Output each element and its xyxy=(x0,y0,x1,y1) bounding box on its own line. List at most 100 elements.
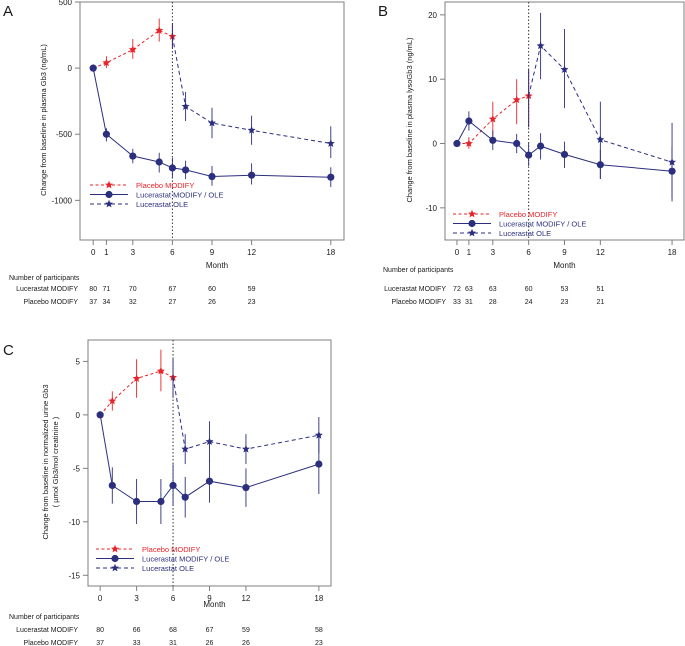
panel-c: C 5 0 -5 -10 -15 0 3 6 9 12 18 Month Change from base… xyxy=(3,339,332,646)
data-point xyxy=(205,477,214,485)
participants-header: Number of participants xyxy=(9,275,80,282)
y-tick-label: 20 xyxy=(428,11,437,20)
y-axis-label: Change from baseline in plasma lysoGb3 (… xyxy=(405,37,414,203)
data-point xyxy=(488,114,497,123)
series-placebo xyxy=(89,18,177,72)
participants-count: 24 xyxy=(525,299,533,306)
legend-label: Lucerastat MODIFY / OLE xyxy=(142,555,229,564)
data-point xyxy=(668,157,677,166)
data-point xyxy=(168,164,176,172)
participants-header: Number of participants xyxy=(383,267,454,274)
legend-marker xyxy=(468,228,476,237)
x-tick-label: 9 xyxy=(562,248,567,257)
data-point xyxy=(241,444,250,453)
participants-row-label: Placebo MODIFY xyxy=(24,640,79,646)
participants-count: 34 xyxy=(103,299,111,306)
legend-marker xyxy=(105,190,113,199)
x-tick-label: 12 xyxy=(241,594,250,603)
participants-count: 33 xyxy=(133,640,141,646)
data-point xyxy=(157,497,165,506)
data-point xyxy=(453,139,461,148)
x-tick-label: 6 xyxy=(171,594,176,603)
participants-count: 70 xyxy=(129,286,137,293)
y-axis-label-units: ( µmol Gb3/mol creatinine ) xyxy=(51,416,60,507)
participants-row-label: Lucerastat MODIFY xyxy=(384,286,446,293)
data-point xyxy=(248,171,256,179)
participants-count: 33 xyxy=(453,299,461,306)
series-luc xyxy=(89,64,335,188)
data-point xyxy=(525,151,533,159)
participants-count: 31 xyxy=(465,299,473,306)
y-tick-label: -5 xyxy=(73,464,81,473)
participants-count: 28 xyxy=(489,299,497,306)
participants-count: 63 xyxy=(465,286,473,293)
data-point xyxy=(327,173,335,181)
x-tick-label: 12 xyxy=(247,248,256,257)
data-point xyxy=(89,64,97,72)
y-axis-label: Change from baseline in plasma Gb3 (ng/m… xyxy=(39,44,48,196)
data-point xyxy=(512,95,521,104)
participants-count: 72 xyxy=(453,286,461,293)
data-point xyxy=(96,411,104,419)
x-tick-label: 6 xyxy=(170,248,175,257)
participants-count: 37 xyxy=(89,299,97,306)
data-point xyxy=(464,139,473,147)
y-tick-label: -1000 xyxy=(52,196,73,205)
data-point xyxy=(108,481,116,490)
y-tick-label: -500 xyxy=(56,130,73,139)
data-point xyxy=(315,460,323,468)
participants-count: 32 xyxy=(129,299,137,306)
legend-label: Placebo MODIFY xyxy=(142,545,200,554)
data-point xyxy=(247,126,256,134)
participants-count: 67 xyxy=(169,286,177,293)
participants-count: 67 xyxy=(206,627,214,634)
participants-table: Number of participants Lucerastat MODIFY 8… xyxy=(9,614,323,646)
participants-count: 58 xyxy=(315,627,323,634)
legend-marker xyxy=(468,219,476,228)
data-point xyxy=(181,493,189,501)
y-tick-label: 0 xyxy=(68,64,73,73)
data-point xyxy=(326,139,335,147)
data-point xyxy=(465,117,473,125)
data-point xyxy=(560,65,569,73)
series-ole xyxy=(528,12,677,202)
y-axis-label: Change from baseline in normalized urine… xyxy=(41,384,50,539)
x-tick-label: 0 xyxy=(455,248,460,257)
participants-count: 71 xyxy=(103,286,111,293)
participants-count: 68 xyxy=(169,627,177,634)
y-tick-label: -10 xyxy=(68,518,80,527)
data-point xyxy=(155,26,164,34)
y-tick-label: 0 xyxy=(433,140,438,149)
x-tick-label: 3 xyxy=(131,248,136,257)
y-tick-label: 500 xyxy=(59,0,73,7)
data-point xyxy=(169,481,177,490)
x-axis-label: Month xyxy=(553,261,575,270)
series-placebo xyxy=(96,349,178,419)
data-point xyxy=(129,152,137,160)
legend-label: Placebo MODIFY xyxy=(499,210,557,219)
participants-count: 60 xyxy=(525,286,533,293)
participants-row-label: Placebo MODIFY xyxy=(392,299,447,306)
y-tick-label: 10 xyxy=(428,75,437,84)
x-tick-label: 1 xyxy=(467,248,472,257)
data-point xyxy=(537,142,545,150)
participants-row-label: Lucerastat MODIFY xyxy=(16,627,78,634)
legend-label: Lucerastat OLE xyxy=(142,564,194,573)
participants-count: 63 xyxy=(489,286,497,293)
participants-table: Number of participants Lucerastat MODIFY 8… xyxy=(9,275,256,306)
legend-marker xyxy=(105,199,113,208)
legend-label: Lucerastat MODIFY / OLE xyxy=(136,191,223,200)
data-point xyxy=(489,136,497,144)
participants-count: 31 xyxy=(169,640,177,646)
data-point xyxy=(513,139,521,148)
x-tick-label: 9 xyxy=(207,594,212,603)
participants-count: 59 xyxy=(248,286,256,293)
legend-marker xyxy=(105,180,113,189)
data-point xyxy=(128,45,137,53)
series-ole xyxy=(171,24,335,159)
participants-count: 66 xyxy=(133,627,141,634)
participants-header: Number of participants xyxy=(9,614,80,621)
data-point xyxy=(102,130,110,138)
